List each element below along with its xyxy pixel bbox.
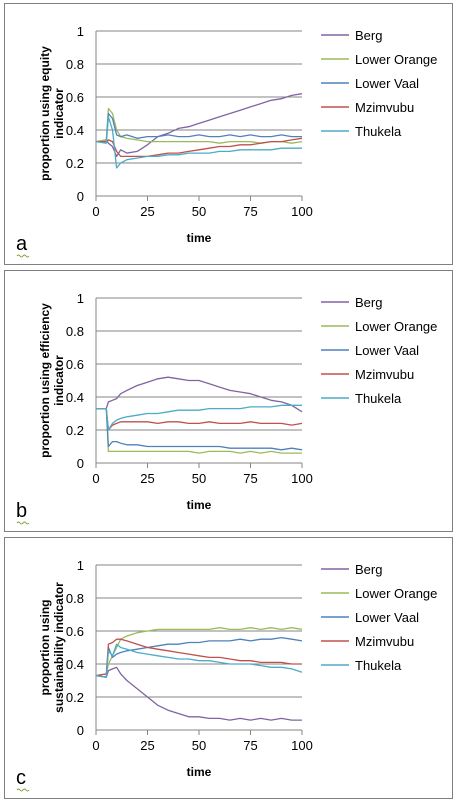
- legend-label-thukela: Thukela: [355, 391, 402, 406]
- series-line-mzimvubu: [96, 137, 303, 158]
- legend-label-lower-orange: Lower Orange: [355, 52, 437, 67]
- legend-label-lower-orange: Lower Orange: [355, 319, 437, 334]
- legend-label-thukela: Thukela: [355, 124, 402, 139]
- y-tick-label: 0.2: [66, 156, 84, 171]
- chart-svg-b: 0 0.2 0.4 0.6 0.8 1 0 25 50 75 100 time proportion u…: [16, 291, 437, 525]
- x-tick-label: 25: [140, 204, 154, 219]
- chart-svg-a: 0 0.2 0.4 0.6 0.8 1 0 25 50 75 100 time proportion u…: [16, 24, 437, 258]
- legend-label-mzimvubu: Mzimvubu: [355, 100, 414, 115]
- legend-label-lower-orange: Lower Orange: [355, 586, 437, 601]
- legend-label-mzimvubu: Mzimvubu: [355, 367, 414, 382]
- legend-label-berg: Berg: [355, 295, 382, 310]
- y-tick-label: 0: [77, 723, 84, 738]
- series-line-thukela: [96, 404, 302, 431]
- y-tick-label: 0.2: [66, 690, 84, 705]
- x-tick-label: 0: [92, 204, 99, 219]
- y-tick-label: 1: [77, 24, 84, 39]
- y-axis-title: proportion using efficiencyindicator: [38, 303, 66, 458]
- legend-label-lower-vaal: Lower Vaal: [355, 76, 419, 91]
- y-tick-label: 1: [77, 291, 84, 306]
- legend-label-mzimvubu: Mzimvubu: [355, 634, 414, 649]
- y-tick-label: 0.8: [66, 57, 84, 72]
- y-tick-label: 0.4: [66, 390, 84, 405]
- y-axis-title-line: proportion using efficiency: [38, 303, 52, 458]
- y-axis-title: proportion usingsustainability indicator: [38, 582, 66, 713]
- series-line-lower-orange: [95, 107, 303, 144]
- y-axis-title-line: proportion using equity: [38, 46, 52, 181]
- y-tick-label: 0.2: [66, 423, 84, 438]
- series-line-mzimvubu: [96, 407, 303, 431]
- series-line-berg: [95, 666, 302, 721]
- x-tick-label: 25: [140, 738, 154, 753]
- y-tick-label: 0.6: [66, 357, 84, 372]
- x-axis-title: time: [187, 498, 212, 512]
- x-tick-label: 75: [243, 471, 257, 486]
- chart-panel-b: 0 0.2 0.4 0.6 0.8 1 0 25 50 75 100 time proportion u…: [4, 270, 453, 532]
- chart-panel-c: 0 0.2 0.4 0.6 0.8 1 0 25 50 75 100 time proportion u…: [4, 537, 453, 799]
- x-tick-label: 50: [192, 738, 206, 753]
- y-tick-label: 0.4: [66, 657, 84, 672]
- series-line-berg: [95, 93, 303, 158]
- series-line-lower-vaal: [96, 407, 303, 451]
- chart-svg-c: 0 0.2 0.4 0.6 0.8 1 0 25 50 75 100 time proportion u…: [16, 558, 437, 792]
- legend-label-berg: Berg: [355, 562, 382, 577]
- x-tick-label: 0: [92, 738, 99, 753]
- y-axis-title-line: sustainability indicator: [52, 582, 66, 713]
- panel-letter: b: [16, 500, 27, 522]
- x-tick-label: 75: [243, 204, 257, 219]
- x-tick-label: 100: [291, 738, 313, 753]
- x-tick-label: 25: [140, 471, 154, 486]
- y-tick-label: 0.6: [66, 624, 84, 639]
- panel-letter: a: [16, 233, 28, 255]
- y-tick-label: 1: [77, 558, 84, 573]
- spellcheck-underline: [16, 254, 30, 258]
- x-tick-label: 100: [291, 204, 313, 219]
- y-axis-title-line: proportion using: [38, 600, 52, 696]
- series-line-lower-vaal: [95, 636, 303, 678]
- y-tick-label: 0.8: [66, 324, 84, 339]
- x-tick-label: 50: [192, 471, 206, 486]
- x-tick-label: 75: [243, 738, 257, 753]
- y-tick-label: 0.6: [66, 90, 84, 105]
- legend-label-lower-vaal: Lower Vaal: [355, 610, 419, 625]
- panel-letter: c: [16, 767, 26, 789]
- legend-label-lower-vaal: Lower Vaal: [355, 343, 419, 358]
- series-line-lower-orange: [96, 407, 302, 454]
- legend-label-berg: Berg: [355, 28, 382, 43]
- chart-panel-a: 0 0.2 0.4 0.6 0.8 1 0 25 50 75 100 time proportion u…: [4, 3, 453, 265]
- spellcheck-underline: [16, 521, 30, 525]
- y-axis-title-line: indicator: [52, 355, 66, 406]
- series-line-thukela: [95, 643, 303, 678]
- legend-label-thukela: Thukela: [355, 658, 402, 673]
- series-line-mzimvubu: [95, 638, 302, 677]
- spellcheck-underline: [16, 788, 30, 792]
- y-tick-label: 0: [77, 456, 84, 471]
- y-axis-title-line: indicator: [52, 88, 66, 139]
- y-tick-label: 0.8: [66, 591, 84, 606]
- series-line-lower-vaal: [96, 112, 302, 143]
- y-axis-title: proportion using equityindicator: [38, 46, 66, 181]
- y-tick-label: 0: [77, 189, 84, 204]
- x-tick-label: 100: [291, 471, 313, 486]
- series-line-thukela: [95, 116, 302, 169]
- y-tick-label: 0.4: [66, 123, 84, 138]
- series-line-lower-orange: [95, 627, 303, 677]
- x-tick-label: 50: [192, 204, 206, 219]
- x-tick-label: 0: [92, 471, 99, 486]
- x-axis-title: time: [187, 231, 212, 245]
- x-axis-title: time: [187, 765, 212, 779]
- series-line-berg: [96, 376, 303, 413]
